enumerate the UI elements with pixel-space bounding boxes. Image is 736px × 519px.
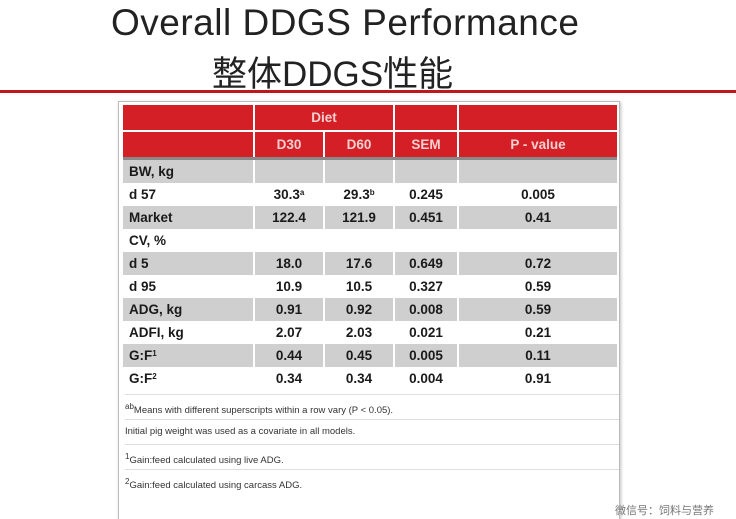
cell-pvalue: 0.005 [459,183,618,206]
cell-pvalue [459,229,618,252]
cell-d30: 18.0 [255,252,323,275]
title-divider [0,90,736,93]
row-label: ADG, kg [123,298,253,321]
cell-d60: 121.9 [325,206,394,229]
table-row: CV, % [123,229,618,252]
cell-sem: 0.649 [395,252,458,275]
cell-d60 [325,160,394,183]
footnote-text: Means with different superscripts within… [133,405,394,416]
cell-sem: 0.004 [395,367,458,390]
cell-d60 [325,229,394,252]
footnote: 1Gain:feed calculated using live ADG. [125,444,619,469]
col-header-sem: SEM [395,130,458,157]
footnote-text: Gain:feed calculated using live ADG. [129,455,284,466]
col-header-d30: D30 [255,130,323,157]
table-row: ADG, kg 0.91 0.92 0.008 0.59 [123,298,618,321]
table-row: d 57 30.3a 29.3b 0.245 0.005 [123,183,618,206]
footnote: abMeans with different superscripts with… [125,394,619,419]
cell-pvalue: 0.72 [459,252,618,275]
cell-d30: 0.44 [255,344,323,367]
diet-group-header: Diet [255,105,394,130]
performance-table-panel: Diet D30 D60 SEM P - value BW, kg d 57 30.… [118,101,620,519]
cell-sem: 0.005 [395,344,458,367]
table-row: d 95 10.9 10.5 0.327 0.59 [123,275,618,298]
cell-pvalue [459,160,618,183]
cell-pvalue: 0.41 [459,206,618,229]
cell-sem: 0.008 [395,298,458,321]
cell-d60: 0.92 [325,298,394,321]
title-chinese: 整体DDGS性能 [212,55,454,94]
table-row: Market 122.4 121.9 0.451 0.41 [123,206,618,229]
row-label: G:F1 [123,344,253,367]
cell-d30: 122.4 [255,206,323,229]
cell-d30: 10.9 [255,275,323,298]
row-label: d 57 [123,183,253,206]
title-english: Overall DDGS Performance [111,2,580,43]
footnote: 2Gain:feed calculated using carcass ADG. [125,469,619,494]
header-blank-sem [395,105,458,130]
table-row: BW, kg [123,160,618,183]
cell-d30 [255,160,323,183]
cell-d60: 10.5 [325,275,394,298]
row-label: ADFI, kg [123,321,253,344]
row-label: CV, % [123,229,253,252]
cell-pvalue: 0.91 [459,367,618,390]
table-row: G:F1 0.44 0.45 0.005 0.11 [123,344,618,367]
footnote-text: Gain:feed calculated using carcass ADG. [129,480,303,491]
cell-sem [395,229,458,252]
cell-sem: 0.327 [395,275,458,298]
cell-pvalue: 0.11 [459,344,618,367]
cell-pvalue: 0.21 [459,321,618,344]
header-blank [123,105,253,130]
cell-d60: 2.03 [325,321,394,344]
cell-sem: 0.245 [395,183,458,206]
cell-pvalue: 0.59 [459,275,618,298]
col-header-d60: D60 [325,130,394,157]
row-label: d 5 [123,252,253,275]
cell-d60: 0.45 [325,344,394,367]
cell-sem: 0.021 [395,321,458,344]
row-label: d 95 [123,275,253,298]
cell-d60: 0.34 [325,367,394,390]
watermark: 微信号：饲料与营养 [615,505,714,517]
cell-d30: 2.07 [255,321,323,344]
cell-sem: 0.451 [395,206,458,229]
performance-table: Diet D30 D60 SEM P - value BW, kg d 57 30.… [121,105,619,390]
row-label: G:F2 [123,367,253,390]
footnote: Initial pig weight was used as a covaria… [125,419,619,444]
table-row: ADFI, kg 2.07 2.03 0.021 0.21 [123,321,618,344]
cell-d60: 29.3b [325,183,394,206]
cell-pvalue: 0.59 [459,298,618,321]
cell-d60: 17.6 [325,252,394,275]
cell-d30: 0.91 [255,298,323,321]
cell-sem [395,160,458,183]
header-label-col [123,130,253,157]
table-row: d 5 18.0 17.6 0.649 0.72 [123,252,618,275]
table-footnotes: abMeans with different superscripts with… [119,394,619,494]
row-label: BW, kg [123,160,253,183]
cell-d30 [255,229,323,252]
header-divider [123,157,618,160]
cell-d30: 30.3a [255,183,323,206]
cell-d30: 0.34 [255,367,323,390]
row-label: Market [123,206,253,229]
table-row: G:F2 0.34 0.34 0.004 0.91 [123,367,618,390]
header-blank-p [459,105,618,130]
col-header-pvalue: P - value [459,130,618,157]
